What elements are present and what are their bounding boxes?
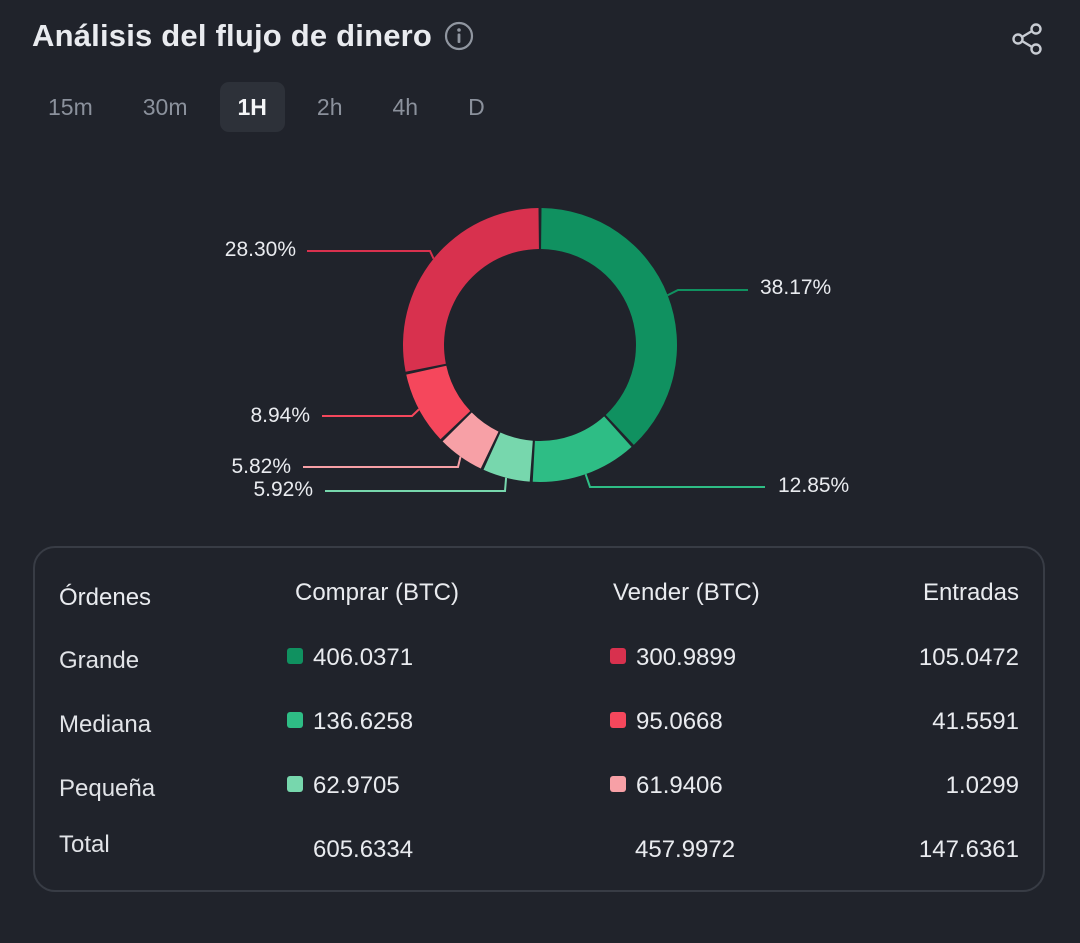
info-icon[interactable] bbox=[444, 21, 474, 51]
header-orders: Órdenes bbox=[59, 584, 152, 611]
header-buy: Comprar (BTC) bbox=[295, 579, 460, 606]
sell-small-color-swatch bbox=[610, 776, 626, 792]
donut-slice-label: 38.17% bbox=[760, 276, 831, 299]
buy-value-small: 62.9705 bbox=[287, 772, 400, 800]
donut-slice-label: 28.30% bbox=[225, 238, 296, 261]
donut-slice bbox=[532, 416, 632, 482]
page-title: Análisis del flujo de dinero bbox=[32, 18, 474, 54]
donut-leader-line bbox=[584, 473, 765, 488]
buy-value-medium: 136.6258 bbox=[287, 708, 413, 736]
buy-value-large: 406.0371 bbox=[287, 644, 413, 672]
donut-leader-line bbox=[667, 289, 748, 297]
sell-large-color-swatch bbox=[610, 648, 626, 664]
inflow-value-small: 1.0299 bbox=[945, 772, 1019, 799]
donut-slice-label: 5.82% bbox=[231, 455, 291, 478]
row-label-total: Total bbox=[59, 831, 110, 858]
tab-4h[interactable]: 4h bbox=[392, 93, 419, 120]
tab-d[interactable]: D bbox=[468, 93, 485, 120]
buy-large-color-swatch bbox=[287, 648, 303, 664]
donut-leader-line bbox=[322, 408, 420, 417]
buy-value-total: 605.6334 bbox=[313, 836, 414, 863]
donut-slice bbox=[541, 208, 677, 445]
sell-value-large: 300.9899 bbox=[610, 644, 736, 672]
timeframe-tabs: 15m 30m 1H 2h 4h D bbox=[30, 82, 517, 132]
donut-leader-line bbox=[325, 477, 508, 492]
row-label-small: Pequeña bbox=[59, 775, 156, 802]
page-title-text: Análisis del flujo de dinero bbox=[32, 18, 433, 53]
header-inflow: Entradas bbox=[922, 579, 1019, 606]
sell-value-total: 457.9972 bbox=[635, 836, 736, 863]
header-sell: Vender (BTC) bbox=[613, 579, 760, 606]
inflow-value-large: 105.0472 bbox=[918, 644, 1019, 671]
inflow-value-total: 147.6361 bbox=[918, 836, 1019, 863]
buy-small-color-swatch bbox=[287, 776, 303, 792]
sell-value-medium: 95.0668 bbox=[610, 708, 723, 736]
donut-leader-line bbox=[303, 456, 462, 468]
sell-value-small: 61.9406 bbox=[610, 772, 723, 800]
share-icon[interactable] bbox=[1010, 22, 1044, 56]
tab-30m[interactable]: 30m bbox=[142, 93, 188, 120]
donut-leader-line bbox=[307, 250, 435, 260]
donut-slice bbox=[483, 432, 533, 482]
row-label-medium: Mediana bbox=[59, 711, 152, 738]
tab-15m[interactable]: 15m bbox=[48, 93, 93, 120]
sell-medium-color-swatch bbox=[610, 712, 626, 728]
tab-1h[interactable]: 1H bbox=[219, 82, 285, 132]
donut-slice bbox=[406, 365, 471, 440]
donut-slice-label: 12.85% bbox=[778, 474, 849, 497]
donut-slice bbox=[403, 208, 539, 372]
donut-slice-label: 5.92% bbox=[253, 478, 313, 501]
donut-slice-label: 8.94% bbox=[250, 404, 310, 427]
buy-medium-color-swatch bbox=[287, 712, 303, 728]
money-flow-donut-chart: 38.17% 12.85% 5.92%5.82% 8.94% 28.30% bbox=[225, 208, 849, 501]
orders-table: Órdenes Comprar (BTC) Vender (BTC) Entra… bbox=[33, 546, 1045, 892]
row-label-large: Grande bbox=[59, 647, 140, 674]
tab-2h[interactable]: 2h bbox=[316, 93, 343, 120]
donut-slice bbox=[442, 412, 499, 469]
inflow-value-medium: 41.5591 bbox=[932, 708, 1019, 735]
